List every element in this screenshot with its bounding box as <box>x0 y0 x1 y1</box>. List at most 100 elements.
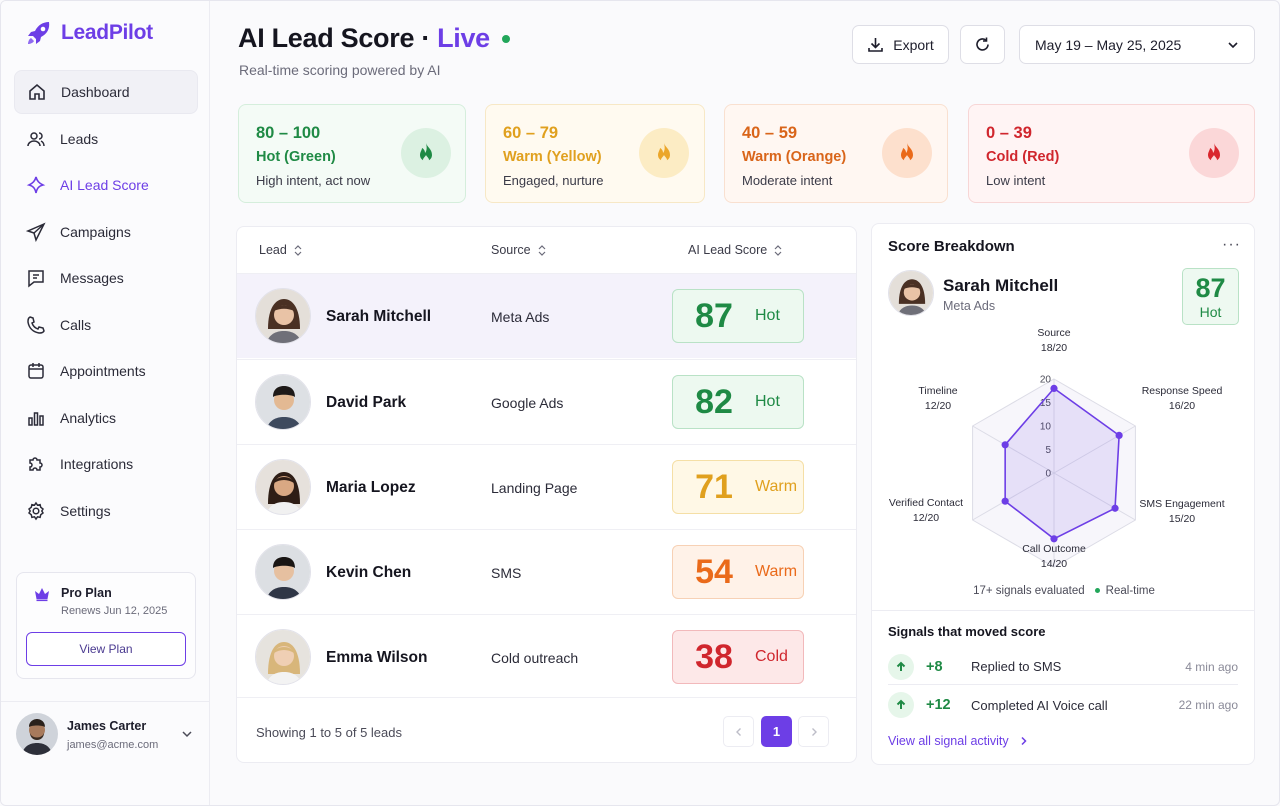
sort-icon <box>774 244 782 256</box>
sidebar-item-calls[interactable]: Calls <box>14 303 198 347</box>
radar-label-response-speed: Response Speed 16/20 <box>1134 384 1230 414</box>
radar-chart: 0 5 10 15 20 <box>972 375 1136 568</box>
radar-tick-label: 20 <box>1040 375 1052 386</box>
score-tag: Hot <box>755 393 780 410</box>
signals-count: 17+ signals evaluated <box>973 585 1085 597</box>
download-icon <box>868 38 884 52</box>
date-range-select[interactable]: May 19 – May 25, 2025 <box>1019 25 1255 64</box>
tier-range: 60 – 79 <box>503 124 559 142</box>
radar-tick-label: 15 <box>1040 398 1052 409</box>
phone-icon <box>27 315 45 334</box>
live-indicator-dot <box>501 34 510 43</box>
realtime-label: Real-time <box>1105 585 1155 597</box>
flame-icon <box>639 128 689 178</box>
next-page-button[interactable] <box>798 716 829 747</box>
avatar <box>255 374 311 430</box>
leads-table: Lead Source AI Lead Score Sarah Mitchell… <box>236 226 857 763</box>
radar-axis-line <box>972 425 1055 474</box>
axis-name: SMS Engagement <box>1139 498 1225 510</box>
table-footer: Showing 1 to 5 of 5 leads 1 <box>237 697 856 762</box>
axis-value: 12/20 <box>912 512 940 524</box>
sidebar-item-ai-lead-score[interactable]: AI Lead Score <box>14 163 198 207</box>
signals-title: Signals that moved score <box>888 624 1046 639</box>
sidebar-item-analytics[interactable]: Analytics <box>14 396 198 440</box>
column-header-lead[interactable]: Lead <box>259 243 302 257</box>
sidebar-item-label: Appointments <box>60 363 146 379</box>
column-header-source[interactable]: Source <box>491 243 546 257</box>
sidebar-item-leads[interactable]: Leads <box>14 117 198 161</box>
view-plan-button[interactable]: View Plan <box>26 632 186 666</box>
radar-grid <box>972 378 1136 568</box>
sidebar: LeadPilot Dashboard Leads AI Lead Score … <box>1 1 210 805</box>
table-row[interactable]: Emma Wilson Cold outreach 38 Cold <box>237 614 856 699</box>
pagination-summary: Showing 1 to 5 of 5 leads <box>256 725 402 740</box>
arrow-up-icon <box>888 653 914 680</box>
sort-icon <box>294 244 302 256</box>
score-tag: Cold <box>755 648 788 665</box>
tier-label: Cold (Red) <box>986 149 1060 165</box>
avatar <box>255 629 311 685</box>
previous-page-button[interactable] <box>723 716 754 747</box>
rocket-icon <box>28 22 50 44</box>
sidebar-item-settings[interactable]: Settings <box>14 489 198 533</box>
signal-delta: +8 <box>926 658 943 675</box>
radar-label-source: Source 18/20 <box>1024 326 1084 356</box>
breakdown-score-badge: 87 Hot <box>1182 268 1239 325</box>
table-row[interactable]: Sarah Mitchell Meta Ads 87 Hot <box>237 273 856 358</box>
users-icon <box>27 131 45 146</box>
chevron-left-icon <box>735 727 741 736</box>
flame-icon <box>882 128 932 178</box>
sidebar-item-campaigns[interactable]: Campaigns <box>14 210 198 254</box>
tier-description: Moderate intent <box>742 173 833 188</box>
axis-name: Verified Contact <box>888 497 964 509</box>
radar-points <box>1001 384 1123 543</box>
column-label: AI Lead Score <box>688 243 768 257</box>
radar-tick-label: 0 <box>1045 469 1051 480</box>
score-tag: Warm <box>755 563 798 580</box>
lead-source: Meta Ads <box>491 309 550 325</box>
signal-delta: +12 <box>926 697 951 713</box>
more-options-icon[interactable]: ··· <box>1222 236 1241 253</box>
tier-range: 80 – 100 <box>256 124 321 142</box>
sidebar-nav: Dashboard Leads AI Lead Score Campaigns … <box>14 70 198 535</box>
refresh-button[interactable] <box>960 25 1005 64</box>
chevron-right-icon <box>1021 736 1027 746</box>
avatar <box>16 713 58 755</box>
tier-label: Hot (Green) <box>256 149 336 165</box>
user-menu[interactable]: James Carter james@acme.com <box>1 701 210 805</box>
view-all-signals-link[interactable]: View all signal activity <box>888 734 1028 748</box>
tier-description: Engaged, nurture <box>503 173 604 188</box>
page-button-1[interactable]: 1 <box>761 716 792 747</box>
avatar <box>255 459 311 515</box>
axis-name: Call Outcome <box>1022 543 1086 555</box>
refresh-icon <box>976 37 989 51</box>
radar-label-verified-contact: Verified Contact 12/20 <box>882 496 970 526</box>
sidebar-item-integrations[interactable]: Integrations <box>14 442 198 486</box>
avatar <box>888 270 934 316</box>
tier-label: Warm (Yellow) <box>503 149 602 165</box>
plan-title: Pro Plan <box>61 586 112 600</box>
tier-card-hot: 80 – 100 Hot (Green) High intent, act no… <box>238 104 466 203</box>
table-row[interactable]: Maria Lopez Landing Page 71 Warm <box>237 444 856 529</box>
sidebar-item-messages[interactable]: Messages <box>14 256 198 300</box>
table-row[interactable]: Kevin Chen SMS 54 Warm <box>237 529 856 614</box>
lead-source: Google Ads <box>491 395 564 411</box>
table-row[interactable]: David Park Google Ads 82 Hot <box>237 359 856 444</box>
score-value: 87 <box>695 296 733 335</box>
lead-name: Kevin Chen <box>326 564 412 581</box>
score-tag: Hot <box>755 307 780 324</box>
tier-range: 40 – 59 <box>742 124 798 142</box>
logo[interactable]: LeadPilot <box>25 19 153 47</box>
chevron-right-icon <box>811 727 817 736</box>
signal-item: +8 Replied to SMS 4 min ago <box>888 649 1238 685</box>
sidebar-item-label: AI Lead Score <box>60 177 149 193</box>
signal-item: +12 Completed AI Voice call 22 min ago <box>888 687 1238 723</box>
column-header-ai-lead-score[interactable]: AI Lead Score <box>688 243 782 257</box>
sidebar-item-appointments[interactable]: Appointments <box>14 349 198 393</box>
panel-title: Score Breakdown <box>888 238 1015 255</box>
sidebar-item-label: Settings <box>60 502 111 519</box>
column-label: Source <box>491 243 531 257</box>
export-button[interactable]: Export <box>852 25 949 64</box>
page-title: AI Lead Score · Live <box>238 23 510 54</box>
sidebar-item-dashboard[interactable]: Dashboard <box>14 70 198 114</box>
